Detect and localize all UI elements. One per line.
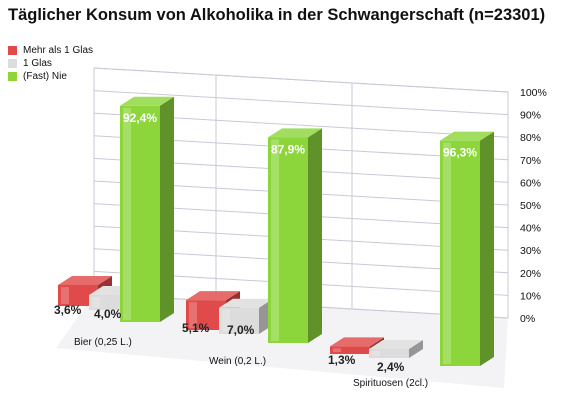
legend-swatch-green xyxy=(8,71,17,81)
y-tick-label: 30% xyxy=(520,245,541,257)
legend: Mehr als 1 Glas 1 Glas (Fast) Nie xyxy=(8,44,93,83)
data-label-fast-nie: 96,3% xyxy=(443,146,477,160)
chart-title: Täglicher Konsum von Alkoholika in der S… xyxy=(8,6,546,24)
legend-item-never: (Fast) Nie xyxy=(8,70,93,82)
y-tick-label: 10% xyxy=(520,290,541,302)
bar-fast-nie xyxy=(268,128,322,343)
legend-swatch-red xyxy=(8,45,17,55)
category-label: Bier (0,25 L.) xyxy=(74,337,132,348)
legend-label: 1 Glas xyxy=(23,57,52,69)
bar-1-glas xyxy=(369,340,423,358)
legend-label: Mehr als 1 Glas xyxy=(23,44,94,56)
category-label: Wein (0,2 L.) xyxy=(209,356,266,367)
y-tick-label: 60% xyxy=(520,177,541,189)
y-tick-label: 40% xyxy=(520,223,541,235)
y-tick-label: 0% xyxy=(520,313,535,325)
y-tick-label: 80% xyxy=(520,132,541,144)
data-label-mehr-als-1-glas: 3,6% xyxy=(54,303,82,317)
data-label-1-glas: 4,0% xyxy=(94,307,122,321)
y-tick-label: 100% xyxy=(520,87,547,99)
bar-fast-nie xyxy=(120,96,174,322)
category-label: Spirituosen (2cl.) xyxy=(353,378,428,389)
data-label-mehr-als-1-glas: 5,1% xyxy=(182,321,210,335)
legend-swatch-gray xyxy=(8,58,17,68)
data-label-1-glas: 7,0% xyxy=(227,323,255,337)
legend-item-one-glass: 1 Glas xyxy=(8,57,93,69)
horizontal-gridline xyxy=(93,90,509,116)
bar-fast-nie xyxy=(440,131,494,366)
legend-label: (Fast) Nie xyxy=(23,70,67,82)
data-label-mehr-als-1-glas: 1,3% xyxy=(328,353,356,367)
data-label-1-glas: 2,4% xyxy=(377,360,405,374)
horizontal-gridline xyxy=(93,67,509,93)
legend-item-more-than-one: Mehr als 1 Glas xyxy=(8,44,93,56)
y-tick-label: 50% xyxy=(520,200,541,212)
y-tick-label: 20% xyxy=(520,268,541,280)
data-label-fast-nie: 87,9% xyxy=(271,142,305,156)
data-label-fast-nie: 92,4% xyxy=(123,111,157,125)
y-tick-label: 70% xyxy=(520,155,541,167)
y-tick-label: 90% xyxy=(520,110,541,122)
